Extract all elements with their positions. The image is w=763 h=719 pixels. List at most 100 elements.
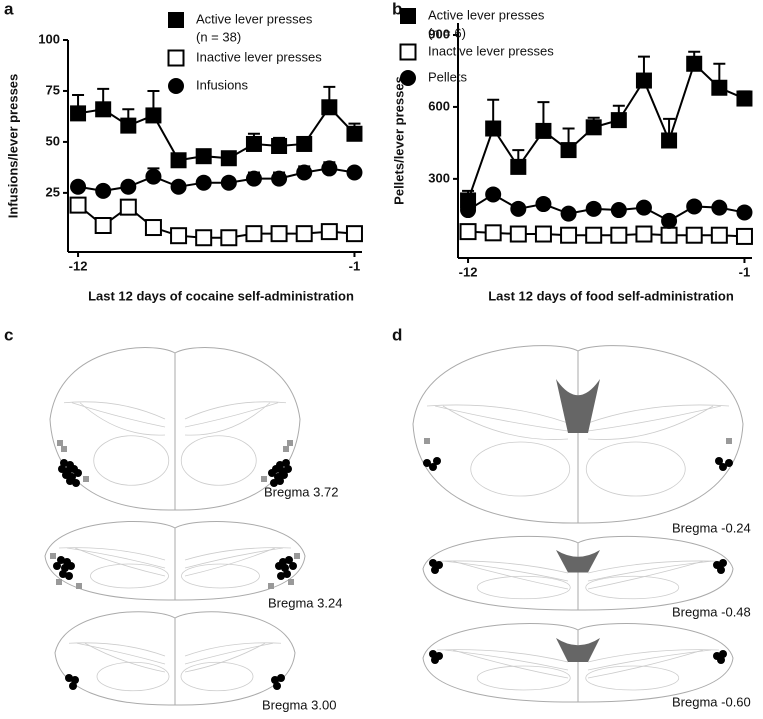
marker [346, 164, 363, 181]
placement-dot [715, 457, 723, 465]
y-tick-label: 100 [38, 31, 60, 46]
placement-dot [69, 682, 77, 690]
region-line [79, 402, 166, 436]
marker [95, 182, 112, 199]
marker [585, 226, 603, 244]
y-axis-title: Pellets/lever presses [391, 76, 406, 205]
region [470, 441, 571, 497]
placement-grey [261, 476, 267, 482]
brain-section [422, 535, 734, 611]
placement-dot [429, 463, 437, 471]
marker [296, 135, 313, 152]
series-line [467, 193, 745, 222]
marker [270, 225, 288, 243]
region-line [436, 649, 569, 663]
placement-dot [74, 469, 82, 477]
region [93, 435, 170, 486]
region-line [184, 642, 282, 657]
region-line [66, 547, 166, 569]
marker [710, 226, 728, 244]
region-line [442, 405, 569, 440]
brain-section [422, 623, 734, 703]
legend-label: Infusions [196, 77, 249, 92]
legend-marker [400, 8, 416, 24]
series-line [77, 204, 355, 239]
marker [635, 199, 652, 216]
x-tick-label: -12 [69, 258, 88, 273]
x-tick-label: -12 [459, 264, 478, 279]
region-line [587, 560, 704, 590]
ventricle [556, 550, 600, 573]
marker [170, 152, 187, 169]
region-line [452, 560, 569, 590]
y-tick-label: 900 [428, 26, 450, 41]
y-tick-label: 300 [428, 170, 450, 185]
marker [346, 125, 363, 142]
x-axis-title: Last 12 days of food self-administration [488, 288, 734, 303]
placement-grey [76, 583, 82, 589]
region [180, 661, 254, 692]
marker [70, 105, 87, 122]
marker [735, 227, 753, 245]
section-label: Bregma 3.72 [264, 484, 338, 499]
region-line [587, 404, 730, 424]
ventricle [556, 379, 600, 433]
region-line [184, 547, 276, 577]
region-line [68, 642, 166, 657]
region-line [436, 560, 569, 574]
region-line [452, 649, 569, 679]
marker [685, 226, 703, 244]
y-tick-label: 600 [428, 98, 450, 113]
placement-dot [67, 562, 75, 570]
series-line [77, 105, 356, 162]
placement-dot [717, 566, 725, 574]
legend-label: Active lever presses [428, 7, 545, 22]
marker [535, 196, 552, 213]
placement-dot [431, 566, 439, 574]
placement-dot [431, 656, 439, 664]
marker [95, 101, 112, 118]
section-label: Bregma -0.24 [672, 520, 751, 535]
region-line [587, 649, 704, 679]
legend-marker [168, 12, 184, 28]
placement-dot [289, 562, 297, 570]
region [476, 665, 571, 691]
marker [534, 225, 552, 243]
marker [660, 226, 678, 244]
marker [321, 160, 338, 177]
section-label: Bregma 3.24 [268, 595, 342, 610]
marker [170, 178, 187, 195]
legend-label: Active lever presses [196, 11, 313, 26]
x-axis-title: Last 12 days of cocaine self-administrat… [88, 288, 354, 303]
marker [195, 174, 212, 191]
placement-grey [424, 438, 430, 444]
marker [610, 202, 627, 219]
y-tick-label: 50 [46, 133, 60, 148]
placement-grey [288, 579, 294, 585]
region-line [184, 547, 292, 561]
marker [220, 229, 238, 247]
marker [321, 99, 338, 116]
brain-section [54, 611, 296, 706]
marker [610, 112, 627, 129]
marker [635, 72, 652, 89]
marker [195, 148, 212, 165]
region [96, 661, 170, 692]
panel-label: a [4, 0, 14, 18]
marker [585, 200, 602, 217]
placement-dot [423, 459, 431, 467]
section-label: Bregma 3.00 [262, 697, 336, 712]
region-line [587, 405, 722, 432]
marker [510, 158, 527, 175]
marker [271, 138, 288, 154]
y-tick-label: 75 [46, 82, 60, 97]
marker [610, 226, 628, 244]
region-line [71, 402, 166, 428]
marker [686, 55, 703, 72]
placement-dot [725, 459, 733, 467]
marker [94, 217, 112, 234]
series-line [467, 61, 745, 201]
legend-marker [399, 43, 417, 61]
marker [661, 212, 678, 229]
